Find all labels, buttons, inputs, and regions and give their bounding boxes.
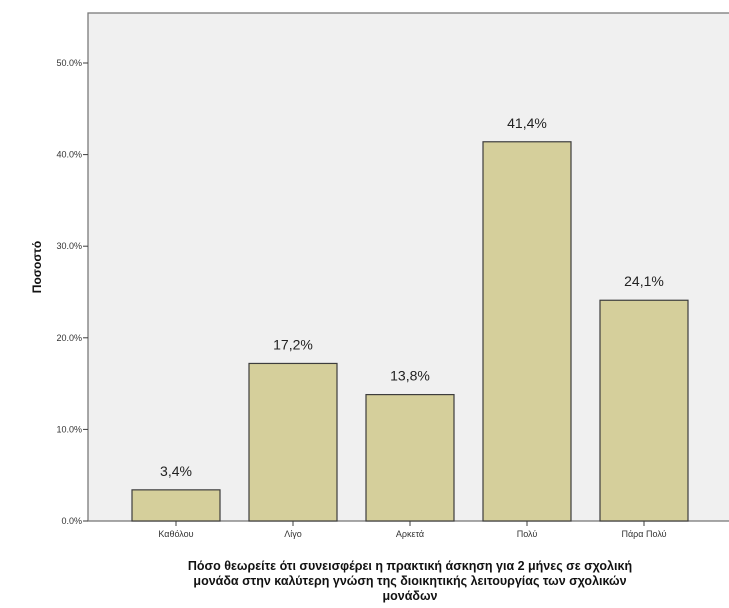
x-axis-title-line: Πόσο θεωρείτε ότι συνεισφέρει η πρακτική… [188, 559, 632, 573]
x-axis-title-line: μονάδων [382, 589, 437, 603]
bar [365, 393, 455, 522]
bar [482, 141, 572, 522]
y-axis-title: Ποσοστό [30, 241, 44, 293]
y-tick-label: 40.0% [56, 150, 82, 160]
x-category-label: Καθόλου [158, 529, 193, 539]
bar [131, 489, 221, 522]
bar [248, 362, 338, 522]
y-tick-label: 0.0% [61, 516, 82, 526]
y-tick-label: 10.0% [56, 424, 82, 434]
bars-group: 3,4% 17,2% 13,8% 41,4% 24,1% [131, 115, 689, 522]
x-category-label: Πολύ [517, 529, 538, 539]
bar [599, 299, 689, 522]
bar-data-label: 13,8% [390, 368, 430, 384]
bar-data-label: 24,1% [624, 273, 664, 289]
x-axis-title-line: μονάδα στην καλύτερη γνώση της διοικητικ… [193, 574, 626, 588]
bar-data-label: 3,4% [160, 463, 192, 479]
y-axis: 0.0% 10.0% 20.0% 30.0% 40.0% 50.0% [56, 58, 88, 526]
y-tick-label: 20.0% [56, 333, 82, 343]
bar-data-label: 17,2% [273, 336, 313, 352]
x-category-label: Πάρα Πολύ [621, 529, 666, 539]
x-axis-title: Πόσο θεωρείτε ότι συνεισφέρει η πρακτική… [188, 559, 632, 603]
bar-data-label: 41,4% [507, 115, 547, 131]
x-axis: Καθόλου Λίγο Αρκετά Πολύ Πάρα Πολύ [158, 521, 667, 539]
x-category-label: Λίγο [284, 529, 302, 539]
x-category-label: Αρκετά [396, 529, 424, 539]
y-tick-label: 50.0% [56, 58, 82, 68]
y-tick-label: 30.0% [56, 241, 82, 251]
